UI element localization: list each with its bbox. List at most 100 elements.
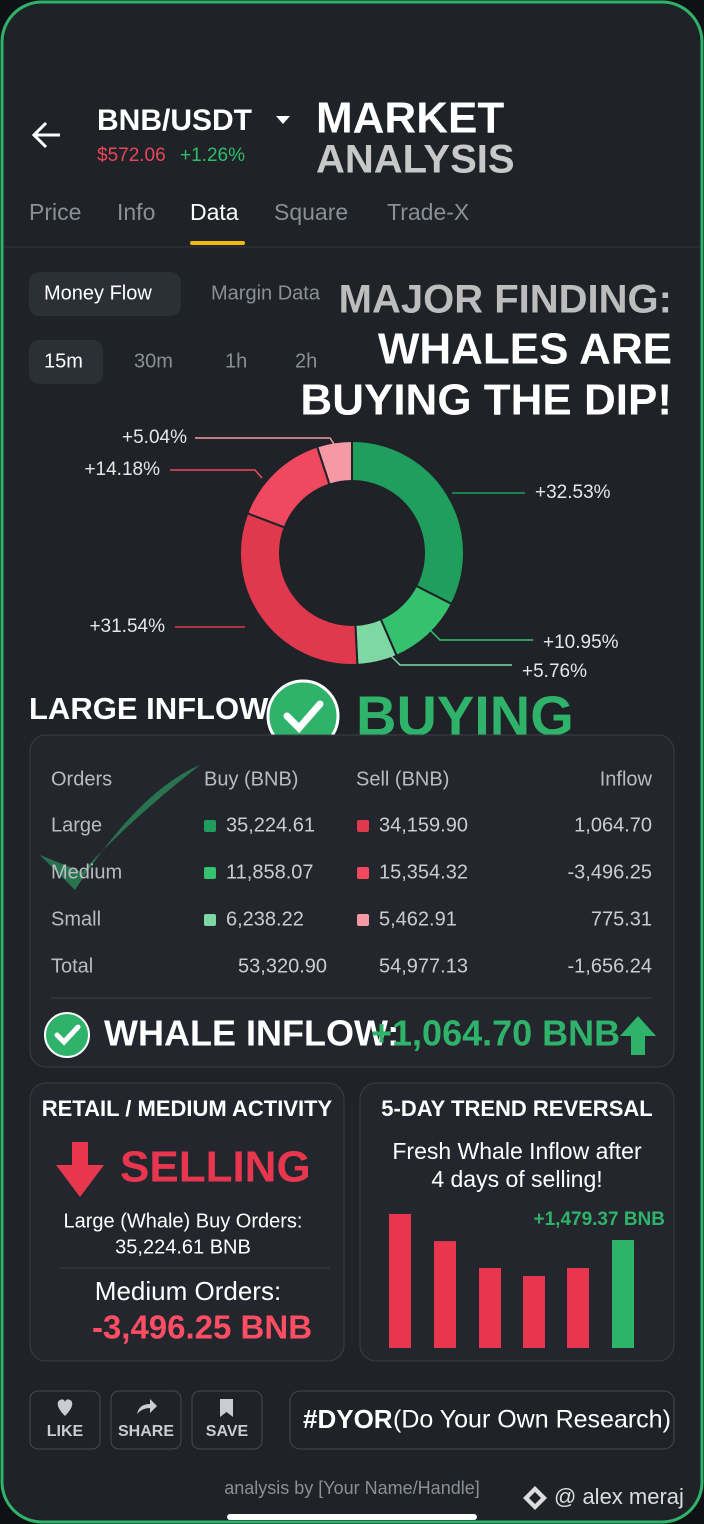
bar-chart: 5-DAY TREND REVERSAL Fresh Whale Inflow a… [381, 1096, 665, 1348]
action-label[interactable]: SAVE [206, 1423, 249, 1440]
sell-swatch [357, 820, 369, 832]
price: $572.06 [97, 145, 166, 166]
subtab[interactable]: Margin Data [211, 282, 321, 304]
action-label[interactable]: SHARE [118, 1423, 174, 1440]
overlay-title: MARKET [316, 94, 504, 143]
tab[interactable]: Info [117, 199, 155, 225]
interval[interactable]: 2h [295, 350, 317, 372]
table-card [29, 734, 675, 1068]
tab-active[interactable]: Data [190, 199, 239, 225]
check-icon [283, 700, 324, 734]
donut-label: +10.95% [543, 632, 619, 653]
donut-label: +5.04% [122, 427, 187, 448]
bar [567, 1268, 589, 1348]
table-header: Orders [51, 768, 112, 790]
dyor-text: (Do Your Own Research) [393, 1406, 671, 1434]
leader-line [424, 624, 533, 641]
card-subtitle: 4 days of selling! [431, 1166, 602, 1192]
sell-swatch [357, 914, 369, 926]
action-button[interactable] [110, 1390, 182, 1450]
headline: BUYING THE DIP! [300, 376, 672, 425]
row-label: Total [51, 955, 93, 977]
card-title: 5-DAY TREND REVERSAL [381, 1096, 652, 1121]
share-icon[interactable] [137, 1399, 157, 1414]
down-arrow [56, 1142, 104, 1197]
large-inflow-label: LARGE INFLOW [29, 691, 269, 726]
donut-label: +5.76% [522, 661, 587, 682]
home-indicator [227, 1514, 477, 1520]
caret[interactable] [276, 116, 290, 124]
cell: -3,496.25 [567, 861, 652, 883]
sell-swatch [357, 867, 369, 879]
check-icon [54, 1024, 81, 1046]
cell: 1,064.70 [574, 814, 652, 836]
interval[interactable]: 30m [134, 350, 173, 372]
cell: 5,462.91 [379, 908, 457, 930]
table: Orders Buy (BNB) Sell (BNB) Inflow Large 35,2… [51, 768, 653, 977]
dyor-box [289, 1390, 675, 1450]
tab[interactable]: Square [274, 199, 348, 225]
pill[interactable] [29, 340, 103, 384]
retail-card [29, 1082, 345, 1362]
donut-segment [315, 439, 353, 486]
interval[interactable]: 1h [225, 350, 247, 372]
buy-swatch [204, 914, 216, 926]
action-label[interactable]: LIKE [47, 1423, 84, 1440]
row-label: Small [51, 908, 101, 930]
pair[interactable]: BNB/USDT [97, 104, 252, 137]
leader-line [170, 469, 263, 479]
overlay-title: ANALYSIS [316, 138, 515, 182]
tab[interactable]: Price [29, 199, 81, 225]
cell: 15,354.32 [379, 861, 468, 883]
row-label: Large [51, 814, 102, 836]
tab[interactable]: Trade-X [387, 199, 469, 225]
whale-inflow-label: WHALE INFLOW: [104, 1013, 399, 1054]
donut-chart: +32.53% +10.95% +5.76% +31.54% +14.18% +5.04% [84, 427, 618, 682]
whale-inflow-value: +1,064.70 BNB [371, 1013, 620, 1054]
row-label: Medium [51, 861, 122, 883]
donut-segment [239, 511, 359, 666]
credit: analysis by [Your Name/Handle] [224, 1478, 479, 1498]
up-arrow [620, 1016, 656, 1055]
bar-label: +1,479.37 BNB [534, 1209, 666, 1230]
tab-underline [190, 241, 245, 245]
watermark: @ alex meraj [554, 1484, 684, 1509]
buy-swatch [204, 867, 216, 879]
card-subtitle: Fresh Whale Inflow after [392, 1138, 642, 1164]
buy-swatch [204, 820, 216, 832]
table-header: Inflow [600, 768, 653, 790]
retail-text: Large (Whale) Buy Orders: [64, 1210, 303, 1232]
table-header: Sell (BNB) [356, 768, 449, 790]
subtab-active[interactable]: Money Flow [44, 282, 152, 304]
cell: 53,320.90 [238, 955, 327, 977]
bar [612, 1240, 634, 1348]
cell: 6,238.22 [226, 908, 304, 930]
donut-label: +32.53% [535, 482, 611, 503]
action-button[interactable] [191, 1390, 263, 1450]
leader-line [195, 437, 337, 448]
cell: -1,656.24 [567, 955, 652, 977]
back-arrow[interactable] [31, 121, 60, 149]
interval-active[interactable]: 15m [44, 350, 83, 372]
pill[interactable] [29, 272, 181, 316]
cell: 775.31 [591, 908, 652, 930]
card-title: RETAIL / MEDIUM ACTIVITY [42, 1096, 333, 1121]
cell: 34,159.90 [379, 814, 468, 836]
cell: 11,858.07 [226, 861, 314, 883]
donut-segment [351, 439, 465, 606]
bar [389, 1214, 411, 1348]
action-button[interactable] [29, 1390, 101, 1450]
watermark-logo [523, 1486, 547, 1510]
donut-label: +31.54% [89, 616, 165, 637]
headline: MAJOR FINDING: [339, 278, 672, 322]
cell: 54,977.13 [379, 955, 468, 977]
dyor-tag: #DYOR [303, 1404, 393, 1434]
heart-icon[interactable] [57, 1399, 73, 1416]
bookmark-icon[interactable] [220, 1399, 233, 1417]
bg-check [40, 765, 200, 890]
leader-line [384, 649, 512, 666]
donut-label: +14.18% [84, 459, 160, 480]
bar [523, 1276, 545, 1348]
headline: WHALES ARE [378, 325, 672, 374]
bar [479, 1268, 501, 1348]
